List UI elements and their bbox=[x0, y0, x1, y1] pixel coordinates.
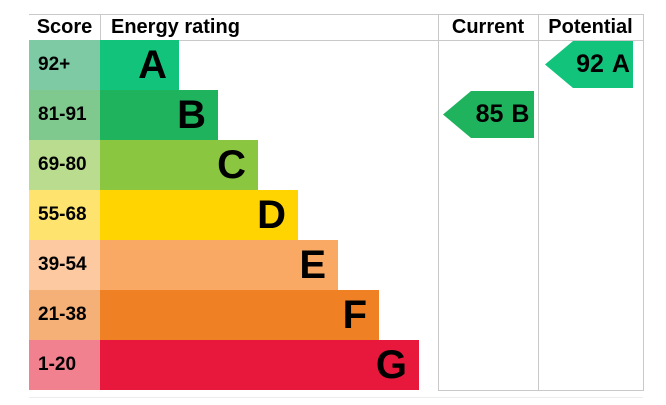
table-top-border bbox=[29, 14, 643, 15]
score-range-f: 21-38 bbox=[29, 290, 100, 340]
score-range-e: 39-54 bbox=[29, 240, 100, 290]
score-rating-divider bbox=[100, 14, 101, 40]
score-range-label: 69-80 bbox=[38, 154, 87, 175]
outer-bottom-border bbox=[29, 397, 643, 398]
rating-bar-f: F bbox=[100, 290, 379, 340]
current-column-left-border bbox=[438, 14, 439, 391]
score-range-label: 81-91 bbox=[38, 104, 87, 125]
current-rating-arrow: 85 B bbox=[443, 91, 534, 138]
potential-rating-arrow: 92 A bbox=[545, 41, 633, 88]
header-score: Score bbox=[36, 15, 93, 38]
table-bottom-border bbox=[438, 390, 643, 391]
score-range-label: 39-54 bbox=[38, 254, 87, 275]
rating-letter-c: C bbox=[217, 143, 246, 187]
score-range-c: 69-80 bbox=[29, 140, 100, 190]
rating-bar-e: E bbox=[100, 240, 338, 290]
rating-letter-d: D bbox=[257, 193, 286, 237]
current-potential-divider bbox=[538, 14, 539, 391]
rating-bar-c: C bbox=[100, 140, 258, 190]
potential-rating-letter: A bbox=[611, 50, 630, 78]
current-rating-letter: B bbox=[511, 100, 530, 128]
score-range-label: 21-38 bbox=[38, 304, 87, 325]
rating-letter-g: G bbox=[375, 343, 407, 387]
current-score-value: 85 bbox=[475, 100, 504, 128]
rating-letter-b: B bbox=[177, 93, 206, 137]
header-energy-rating: Energy rating bbox=[111, 15, 240, 38]
score-range-label: 1-20 bbox=[38, 354, 77, 375]
rating-bar-a: A bbox=[100, 40, 179, 90]
score-range-label: 55-68 bbox=[38, 204, 87, 225]
rating-bar-b: B bbox=[100, 90, 218, 140]
score-range-label: 92+ bbox=[38, 54, 71, 75]
rating-bar-d: D bbox=[100, 190, 298, 240]
rating-letter-f: F bbox=[342, 293, 367, 337]
rating-letter-a: A bbox=[138, 43, 167, 87]
header-current: Current bbox=[451, 15, 525, 38]
table-right-border bbox=[643, 14, 644, 391]
header-potential: Potential bbox=[548, 15, 633, 38]
score-range-d: 55-68 bbox=[29, 190, 100, 240]
potential-score-value: 92 bbox=[576, 50, 604, 78]
header-bottom-border bbox=[29, 40, 643, 41]
rating-bar-g: G bbox=[100, 340, 419, 390]
score-range-g: 1-20 bbox=[29, 340, 100, 390]
score-range-b: 81-91 bbox=[29, 90, 100, 140]
score-range-a: 92+ bbox=[29, 40, 100, 90]
rating-letter-e: E bbox=[299, 243, 326, 287]
